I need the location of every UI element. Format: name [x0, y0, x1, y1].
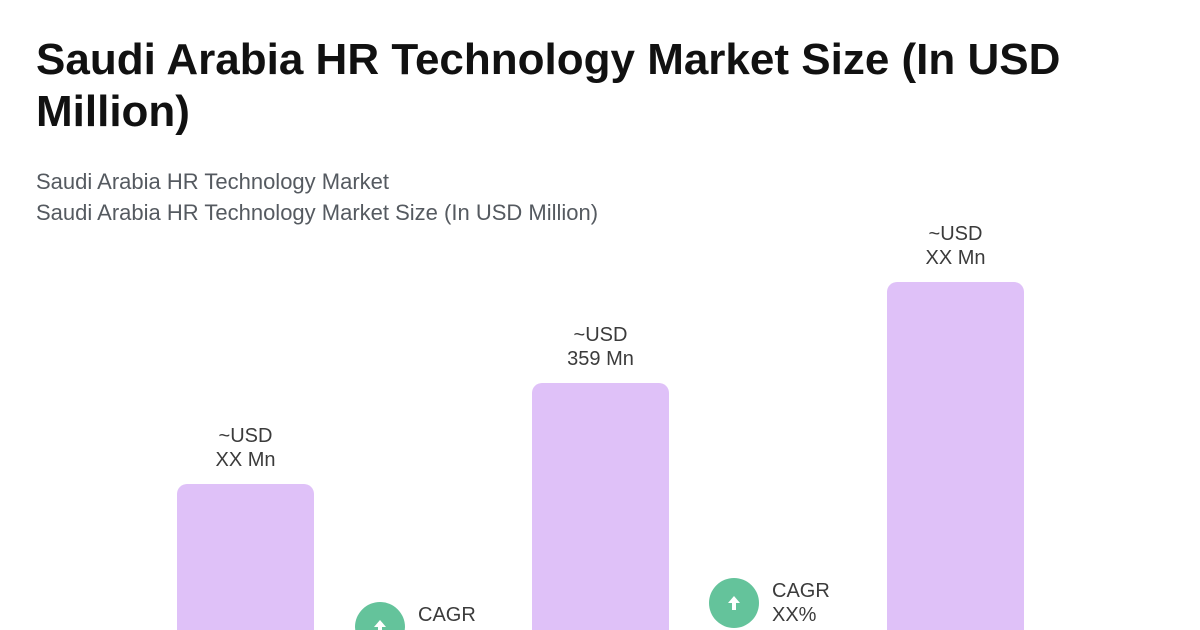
bar-value-prefix: ~USD [928, 223, 983, 245]
bar [887, 282, 1024, 630]
cagr-badge: CAGR [355, 602, 476, 630]
cagr-label: CAGR [772, 580, 830, 602]
bar-value-label: ~USD 359 Mn [521, 323, 681, 371]
chart-subtitle-secondary: Saudi Arabia HR Technology Market Size (… [36, 200, 599, 225]
bar-value-amount: XX Mn [215, 449, 276, 471]
bar [177, 484, 314, 630]
bar-value-label: ~USD XX Mn [876, 222, 1036, 270]
bar [532, 383, 669, 630]
cagr-badge: CAGR XX% [709, 578, 830, 628]
chart-title: Saudi Arabia HR Technology Market Size (… [36, 35, 1061, 136]
bar-value-amount: XX Mn [925, 247, 986, 269]
cagr-label: CAGR [418, 604, 476, 626]
cagr-value: XX% [772, 604, 817, 626]
chart-subtitle: Saudi Arabia HR Technology Market [36, 169, 390, 194]
bar-value-amount: 359 Mn [567, 348, 634, 370]
bar-value-prefix: ~USD [218, 425, 273, 447]
bar-value-label: ~USD XX Mn [166, 424, 326, 472]
arrow-up-icon [709, 578, 759, 628]
bar-value-prefix: ~USD [573, 324, 628, 346]
arrow-up-icon [355, 602, 405, 630]
